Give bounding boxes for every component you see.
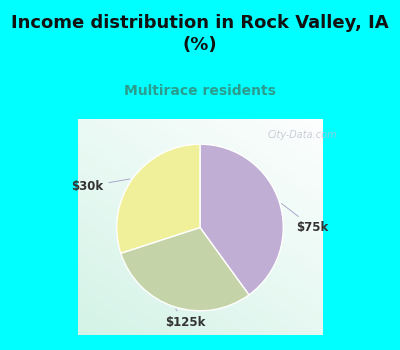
Text: Income distribution in Rock Valley, IA
(%): Income distribution in Rock Valley, IA (… xyxy=(11,14,389,54)
Text: City-Data.com: City-Data.com xyxy=(268,130,337,140)
Wedge shape xyxy=(117,144,200,253)
Wedge shape xyxy=(121,228,249,311)
Text: $125k: $125k xyxy=(165,309,206,329)
Wedge shape xyxy=(200,144,283,295)
Text: $75k: $75k xyxy=(282,203,329,234)
Text: $30k: $30k xyxy=(71,179,130,193)
Text: Multirace residents: Multirace residents xyxy=(124,84,276,98)
